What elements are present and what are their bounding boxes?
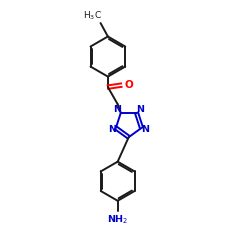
Text: N: N xyxy=(108,125,116,134)
Text: NH$_2$: NH$_2$ xyxy=(107,214,128,226)
Text: H$_3$C: H$_3$C xyxy=(83,10,102,22)
Text: O: O xyxy=(124,80,133,90)
Text: N: N xyxy=(113,105,121,114)
Text: N: N xyxy=(142,125,150,134)
Text: N: N xyxy=(136,105,144,114)
